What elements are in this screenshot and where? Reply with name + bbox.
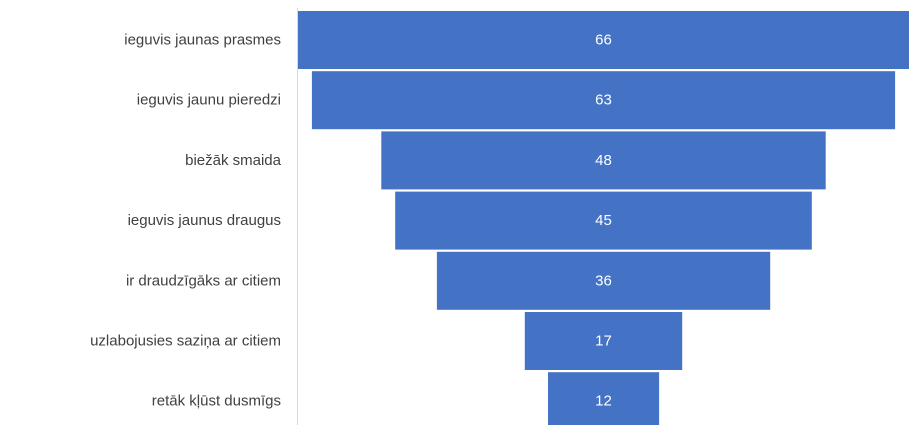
- funnel-bar-uzlabojusies-sazina-ar-citiem: [524, 312, 683, 370]
- value-label: 45: [595, 212, 612, 229]
- funnel-bar-retak-klust-dusmigs: [548, 372, 660, 425]
- category-label: biežāk smaida: [185, 152, 282, 169]
- funnel-bar-ieguvis-jaunas-prasmes: [298, 11, 909, 69]
- funnel-bar-ieguvis-jaunu-pieredzi: [311, 71, 896, 130]
- value-labels-group: 66 63 48 45 36 17 12: [595, 32, 612, 410]
- value-label: 63: [595, 92, 612, 109]
- category-label: retāk kļūst dusmīgs: [152, 393, 281, 410]
- category-label: ieguvis jaunas prasmes: [124, 32, 281, 49]
- funnel-bar-ir-draudzigaks-ar-citiem: [436, 251, 771, 310]
- bars-group: [298, 11, 909, 425]
- category-label: ieguvis jaunu pieredzi: [137, 92, 281, 109]
- funnel-bar-biezak-smaida: [381, 131, 826, 190]
- category-label: ir draudzīgāks ar citiem: [126, 272, 281, 289]
- value-label: 12: [595, 393, 612, 410]
- value-label: 36: [595, 272, 612, 289]
- value-label: 17: [595, 333, 612, 350]
- category-label: uzlabojusies saziņa ar citiem: [90, 333, 281, 350]
- funnel-bar-ieguvis-jaunus-draugus: [395, 191, 812, 250]
- value-label: 66: [595, 32, 612, 49]
- category-labels-group: ieguvis jaunas prasmes ieguvis jaunu pier…: [90, 32, 282, 410]
- category-label: ieguvis jaunus draugus: [128, 212, 281, 229]
- value-label: 48: [595, 152, 612, 169]
